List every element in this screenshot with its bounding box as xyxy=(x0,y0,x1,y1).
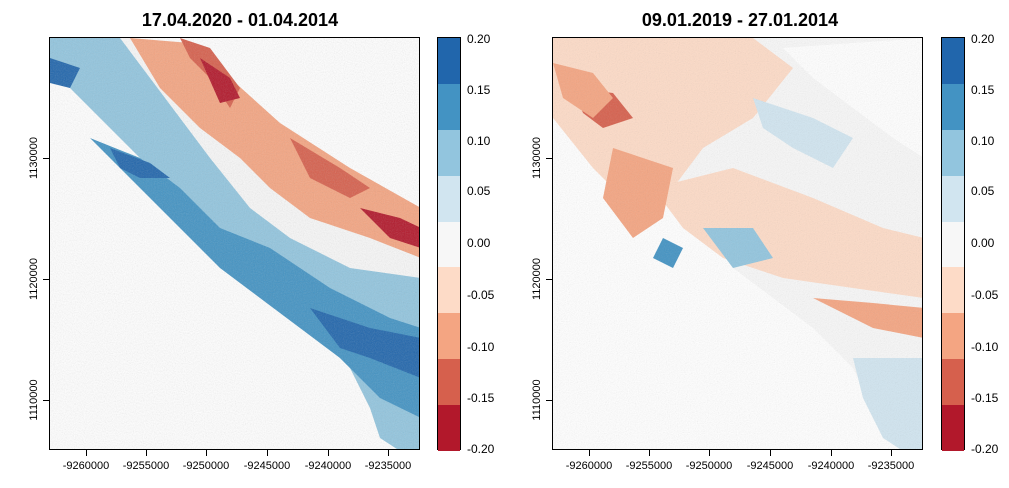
x-tick-label: -9250000 xyxy=(182,460,230,472)
x-tick-label: -9240000 xyxy=(807,460,855,472)
y-tick-mark xyxy=(546,158,552,159)
y-tick-mark xyxy=(43,158,49,159)
x-tick-mark xyxy=(770,450,771,456)
y-tick-label: 1120000 xyxy=(28,257,40,301)
x-tick-label: -9250000 xyxy=(685,460,733,472)
x-tick-label: -9260000 xyxy=(62,460,110,472)
y-tick-label: 1120000 xyxy=(531,257,543,301)
colorbar-label: -0.05 xyxy=(467,288,495,302)
x-tick-label: -9240000 xyxy=(304,460,352,472)
colorbar-band xyxy=(942,405,964,451)
colorbar-label: 0.00 xyxy=(467,236,491,250)
y-tick-label: 1130000 xyxy=(531,136,543,180)
y-tick-label: 1130000 xyxy=(28,136,40,180)
x-tick-label: -9255000 xyxy=(625,460,673,472)
colorbar-band xyxy=(942,38,964,84)
panel1-colorbar xyxy=(437,37,461,451)
colorbar-band xyxy=(438,405,460,451)
colorbar-band xyxy=(438,84,460,130)
x-tick-label: -9235000 xyxy=(364,460,412,472)
y-tick-mark xyxy=(43,400,49,401)
x-tick-mark xyxy=(589,450,590,456)
colorbar-label: -0.15 xyxy=(467,391,495,405)
colorbar-label: -0.10 xyxy=(467,340,495,354)
colorbar-label: 0.05 xyxy=(467,184,491,198)
x-tick-mark xyxy=(831,450,832,456)
colorbar-label: -0.20 xyxy=(971,442,999,456)
x-tick-mark xyxy=(649,450,650,456)
colorbar-label: 0.20 xyxy=(467,32,491,46)
colorbar-label: 0.10 xyxy=(467,134,491,148)
colorbar-band xyxy=(942,176,964,222)
y-tick-mark xyxy=(43,279,49,280)
x-tick-mark xyxy=(146,450,147,456)
x-tick-mark xyxy=(709,450,710,456)
colorbar-band xyxy=(942,222,964,267)
colorbar-band xyxy=(942,267,964,313)
x-tick-label: -9245000 xyxy=(746,460,794,472)
y-tick-mark xyxy=(546,279,552,280)
x-tick-mark xyxy=(388,450,389,456)
colorbar-label: 0.15 xyxy=(467,83,491,97)
colorbar-label: 0.00 xyxy=(971,236,995,250)
colorbar-label: 0.20 xyxy=(971,32,995,46)
colorbar-label: -0.20 xyxy=(467,442,495,456)
panel1-map xyxy=(49,37,420,450)
colorbar-band xyxy=(438,267,460,313)
x-tick-label: -9235000 xyxy=(867,460,915,472)
colorbar-label: -0.05 xyxy=(971,288,999,302)
colorbar-label: 0.05 xyxy=(971,184,995,198)
panel2-title: 09.01.2019 - 27.01.2014 xyxy=(641,10,839,30)
colorbar-band xyxy=(942,130,964,176)
x-tick-mark xyxy=(267,450,268,456)
colorbar-label: -0.15 xyxy=(971,391,999,405)
panel1-raster xyxy=(50,38,419,449)
panel2-colorbar xyxy=(941,37,965,451)
panel2-raster xyxy=(553,38,922,449)
colorbar-band xyxy=(438,130,460,176)
y-tick-label: 1110000 xyxy=(28,379,40,421)
colorbar-label: 0.15 xyxy=(971,83,995,97)
colorbar-label: -0.10 xyxy=(971,340,999,354)
colorbar-band xyxy=(438,313,460,359)
colorbar-band xyxy=(438,359,460,405)
x-tick-mark xyxy=(86,450,87,456)
y-tick-label: 1110000 xyxy=(531,379,543,421)
x-tick-mark xyxy=(891,450,892,456)
colorbar-band xyxy=(438,38,460,84)
x-tick-label: -9260000 xyxy=(565,460,613,472)
panel1-title: 17.04.2020 - 01.04.2014 xyxy=(141,10,339,30)
colorbar-band xyxy=(942,359,964,405)
colorbar-band xyxy=(942,313,964,359)
x-tick-label: -9255000 xyxy=(122,460,170,472)
colorbar-band xyxy=(438,176,460,222)
x-tick-mark xyxy=(328,450,329,456)
y-tick-mark xyxy=(546,400,552,401)
panel2-map xyxy=(552,37,923,450)
x-tick-mark xyxy=(206,450,207,456)
x-tick-label: -9245000 xyxy=(243,460,291,472)
colorbar-band xyxy=(942,84,964,130)
colorbar-label: 0.10 xyxy=(971,134,995,148)
colorbar-band xyxy=(438,222,460,267)
